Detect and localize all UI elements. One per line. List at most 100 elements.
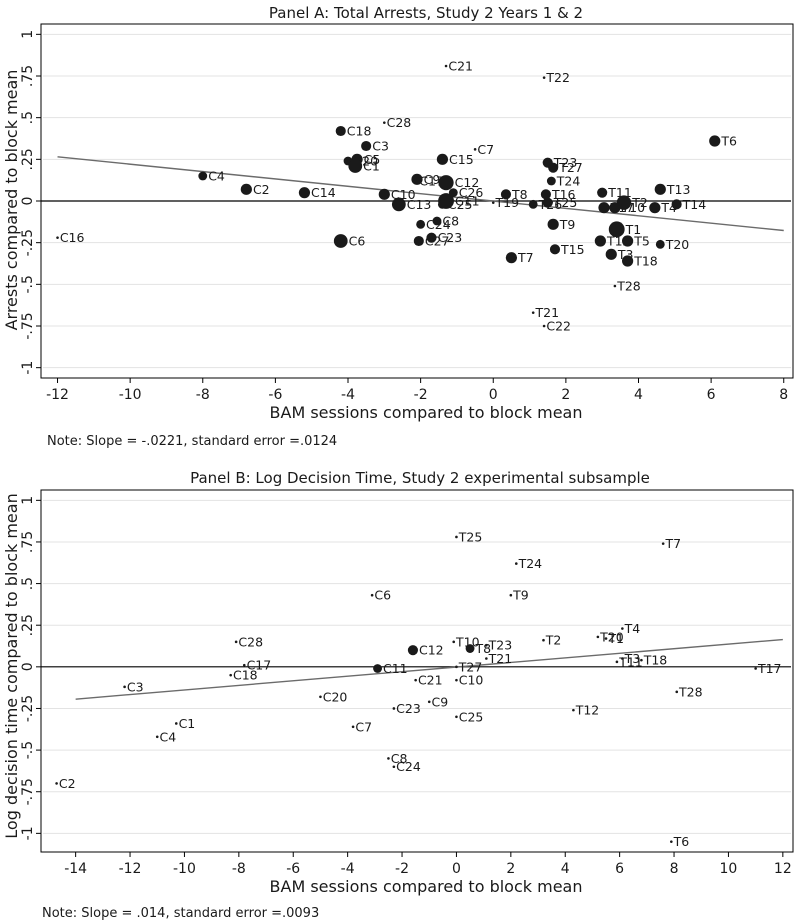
panel-b-point-c10 (455, 678, 458, 682)
panel-a-x-tick-label: -10 (119, 387, 142, 403)
panel-a-point-label-c15: C15 (449, 152, 474, 167)
panel-b-point-c18 (229, 673, 232, 677)
panel-b-point-label-t17: T17 (757, 661, 782, 676)
panel-a-point-label-t20: T20 (665, 237, 690, 252)
panel-a-x-tick-label: 4 (634, 387, 643, 403)
panel-a-point-t22 (542, 76, 546, 79)
panel-b-note: Note: Slope = .014, standard error =.009… (42, 906, 319, 921)
panel-a-point-t17 (598, 202, 610, 214)
panel-b-point-label-c10: C10 (459, 673, 484, 688)
panel-a-point-t13 (654, 183, 666, 195)
panel-a-point-label-t1: T1 (625, 222, 642, 237)
panel-a-point-label-c23: C23 (438, 230, 463, 245)
panel-a-point-t7 (505, 252, 518, 264)
panel-a-point-label-c8: C8 (442, 214, 459, 229)
panel-a-point-label-c4: C4 (208, 169, 225, 184)
panel-a-point-label-t4: T4 (660, 200, 677, 215)
panel-a-y-tick-label: -.25 (20, 229, 36, 256)
panel-a-point-t8 (500, 189, 512, 200)
panel-a-point-label-c25: C25 (448, 197, 473, 212)
panel-b-point-c24 (392, 765, 396, 769)
panel-a-y-tick-label: -.75 (20, 312, 36, 339)
panel-b-x-tick-label: -12 (119, 861, 142, 877)
panel-a-point-c28 (383, 121, 386, 124)
panel-b-point-c8 (387, 757, 390, 760)
panel-b-x-tick-label: 12 (774, 861, 792, 877)
panel-b-y-tick-label: -1 (20, 826, 36, 840)
panel-b-point-t27 (455, 665, 458, 669)
panel-b-point-label-t1: T1 (607, 631, 624, 646)
panel-a-point-label-t27: T27 (558, 160, 583, 175)
panel-a-point-c13 (391, 197, 406, 212)
panel-b-point-c25 (455, 715, 458, 719)
panel-a-x-tick-label: 0 (489, 387, 498, 403)
panel-b-point-label-c12: C12 (419, 643, 444, 658)
panel-a-point-t19 (491, 201, 495, 204)
panel-a-x-tick-label: -2 (414, 387, 428, 403)
panel-a-point-c6 (333, 234, 348, 248)
panel-a-x-tick-label: -8 (196, 387, 210, 403)
panel-b-point-label-t28: T28 (678, 684, 703, 699)
panel-a-point-t5 (622, 235, 634, 247)
panel-a-point-label-c21: C21 (448, 59, 473, 74)
panel-a-point-c18 (335, 125, 346, 137)
panel-a-point-c2 (240, 183, 252, 195)
panel-b-point-c1 (174, 722, 178, 725)
panel-b-x-tick-label: 4 (561, 861, 570, 877)
panel-b-frame (40, 489, 794, 853)
panel-b-x-tick-label: 6 (615, 861, 624, 877)
panel-a-y-tick-label: -1 (20, 361, 36, 375)
panel-b-point-c20 (319, 695, 322, 699)
panel-b-point-label-c9: C9 (432, 694, 449, 709)
panel-b-point-label-t7: T7 (664, 536, 681, 551)
panel-a-point-label-t13: T13 (666, 182, 691, 197)
panel-b-point-label-t10: T10 (455, 634, 480, 649)
panel-a-point-c1 (348, 159, 363, 173)
panel-b-point-t18 (640, 658, 643, 662)
panel-b-point-t17 (754, 667, 757, 670)
panel-a-point-label-c1: C1 (363, 159, 380, 174)
panel-b-point-label-c6: C6 (374, 588, 391, 603)
panel-b-point-label-t2: T2 (545, 633, 562, 648)
panel-b-point-label-c28: C28 (238, 634, 263, 649)
panel-a-point-c16 (56, 236, 59, 239)
panel-b-point-t11 (615, 660, 619, 664)
panel-a-point-label-c9: C9 (424, 172, 441, 187)
panel-b-point-t20 (596, 635, 600, 639)
panel-a-point-label-t6: T6 (720, 134, 737, 149)
panel-b-point-label-t8: T8 (474, 641, 491, 656)
panel-a-point-label-c12: C12 (455, 175, 480, 190)
panel-a-point-c17 (415, 179, 419, 183)
panel-b-point-label-c4: C4 (160, 729, 177, 744)
panel-a-point-t2 (616, 195, 632, 210)
panel-a-point-label-t28: T28 (616, 279, 641, 294)
panel-a-point-label-c3: C3 (372, 139, 389, 154)
panel-a-x-tick-label: 6 (707, 387, 716, 403)
panel-b: Panel B: Log Decision Time, Study 2 expe… (2, 469, 794, 921)
panel-b-y-tick-label: .75 (20, 531, 36, 553)
panel-a-point-label-t15: T15 (560, 242, 585, 257)
panel-a-y-tick-label: 1 (20, 30, 36, 39)
panel-a-point-c7 (473, 148, 477, 151)
panel-a-point-label-c13: C13 (407, 197, 432, 212)
panel-a-point-t4 (649, 202, 661, 214)
panel-b-point-c21 (414, 678, 417, 682)
panel-a-point-label-t2: T2 (631, 195, 648, 210)
panel-a-point-t16 (540, 189, 551, 200)
panel-b-point-label-c2: C2 (59, 776, 76, 791)
panel-a-y-tick-label: 0 (20, 197, 36, 206)
panel-b-point-t4 (621, 627, 624, 630)
panel-a-point-label-c16: C16 (60, 230, 85, 245)
panel-b-point-t21 (485, 657, 488, 660)
panel-a-point-t11 (597, 187, 608, 198)
panel-a-point-t20 (655, 239, 665, 249)
panel-b-title: Panel B: Log Decision Time, Study 2 expe… (190, 469, 650, 487)
panel-a-point-label-t24: T24 (556, 174, 581, 189)
panel-a-point-t27 (548, 162, 559, 173)
panel-a-point-t14 (671, 199, 682, 210)
panel-a-point-t6 (709, 135, 721, 147)
panel-a-point-label-t26: T26 (538, 197, 563, 212)
panel-b-x-tick-label: -2 (395, 861, 409, 877)
panel-a-point-label-c6: C6 (349, 234, 366, 249)
